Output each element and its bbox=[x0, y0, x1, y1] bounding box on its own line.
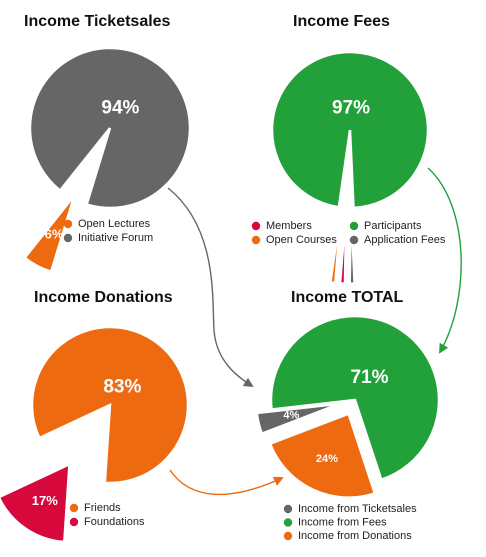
pie-slice-donations-0 bbox=[30, 325, 190, 485]
connector-donations-to-total bbox=[169, 469, 284, 496]
legend-label-total-1: Income from Fees bbox=[298, 517, 387, 529]
slice-label-fees-2: 97% bbox=[332, 98, 370, 119]
legend-label-fees-2: Participants bbox=[364, 220, 422, 232]
pie-slice-fees-3 bbox=[348, 205, 356, 285]
legend-swatch-ticketsales-1 bbox=[63, 233, 73, 243]
legend-swatch-total-1 bbox=[283, 518, 293, 527]
pie-slice-ticketsales-0 bbox=[22, 194, 76, 274]
legend-fees: Members Open Courses Participants Applicati… bbox=[251, 220, 446, 246]
pie-slice-total-0 bbox=[255, 402, 341, 436]
legend-label-ticketsales-1: Initiative Forum bbox=[78, 232, 153, 244]
pie-donations: 83% 17% bbox=[0, 325, 190, 544]
legend-donations: Friends Foundations bbox=[69, 502, 145, 528]
slice-label-donations-1: 17% bbox=[32, 493, 58, 508]
pie-total: 4% 71% 24% bbox=[255, 314, 441, 499]
pie-slice-fees-0 bbox=[338, 205, 348, 285]
legend-label-total-0: Income from Ticketsales bbox=[298, 503, 417, 515]
legend-label-ticketsales-0: Open Lectures bbox=[78, 218, 151, 230]
legend-label-donations-1: Foundations bbox=[84, 516, 145, 528]
legend-swatch-total-0 bbox=[283, 504, 293, 514]
legend-swatch-total-2 bbox=[283, 531, 293, 541]
pie-slice-fees-1 bbox=[329, 205, 343, 285]
chart-title-ticketsales: Income Ticketsales bbox=[24, 13, 171, 30]
pie-slice-fees-2 bbox=[270, 50, 430, 210]
slice-label-total-1: 71% bbox=[350, 367, 388, 388]
pie-slice-total-1 bbox=[269, 314, 441, 482]
legend-swatch-fees-0 bbox=[251, 221, 261, 231]
legend-label-donations-0: Friends bbox=[84, 502, 121, 514]
legend-total: Income from Ticketsales Income from FeesI… bbox=[283, 503, 417, 542]
legend-ticketsales: Open Lectures Initiative Forum bbox=[63, 218, 153, 244]
slice-label-ticketsales-1: 94% bbox=[101, 98, 139, 119]
chart-title-fees: Income Fees bbox=[293, 13, 390, 30]
slice-label-ticketsales-0: 6% bbox=[45, 227, 64, 242]
slice-label-total-2: 24% bbox=[316, 453, 338, 465]
pie-ticketsales: 6% 94% bbox=[22, 46, 192, 274]
connector-fees-to-total bbox=[427, 167, 462, 354]
legend-label-fees-1: Open Courses bbox=[266, 234, 337, 246]
slice-label-total-0: 4% bbox=[283, 410, 299, 422]
legend-label-fees-0: Members bbox=[266, 220, 312, 232]
slice-label-donations-0: 83% bbox=[103, 376, 141, 397]
legend-swatch-fees-1 bbox=[251, 235, 261, 245]
legend-label-total-2: Income from Donations bbox=[298, 530, 412, 542]
connectors bbox=[167, 167, 462, 496]
legend-swatch-ticketsales-0 bbox=[63, 219, 73, 229]
legend-swatch-fees-3 bbox=[349, 235, 359, 245]
pie-fees: 97% bbox=[270, 50, 430, 285]
legend-swatch-donations-1 bbox=[69, 517, 79, 527]
pie-slice-total-2 bbox=[268, 412, 377, 499]
chart-total: Income TOTAL 4% 71% 24% Income from Ticket… bbox=[255, 289, 441, 542]
chart-donations: Income Donations 83% 17% Friends Foundatio… bbox=[0, 289, 190, 544]
pie-slice-ticketsales-1 bbox=[28, 46, 192, 210]
legend-swatch-fees-2 bbox=[349, 221, 359, 231]
legend-label-fees-3: Application Fees bbox=[364, 234, 446, 246]
chart-title-donations: Income Donations bbox=[34, 289, 173, 306]
pie-slice-donations-1 bbox=[0, 462, 71, 544]
chart-fees: Income Fees 97% Members Open Courses Parti… bbox=[251, 13, 446, 285]
legend-swatch-donations-0 bbox=[69, 503, 79, 513]
connector-ticketsales-to-total bbox=[167, 187, 254, 388]
chart-title-total: Income TOTAL bbox=[291, 289, 404, 306]
chart-ticketsales: Income Ticketsales 6% 94% Open Lectures In… bbox=[22, 13, 192, 274]
